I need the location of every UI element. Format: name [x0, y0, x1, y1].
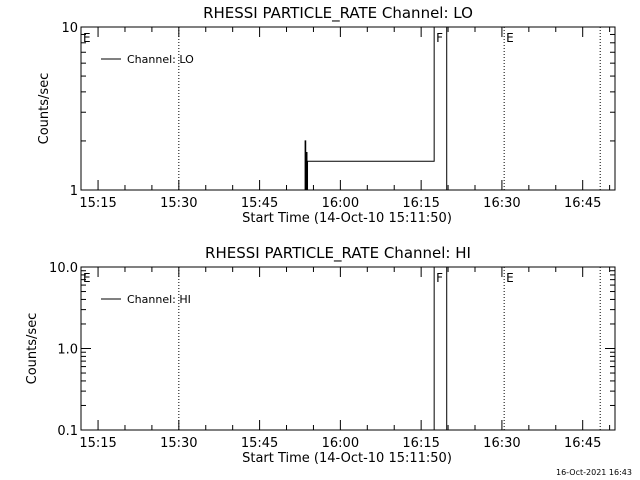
x-tick-label: 15:45 [241, 196, 278, 211]
annotation-e-label: E [83, 271, 91, 285]
x-tick-label: 16:30 [483, 196, 520, 211]
x-tick-label: 15:45 [241, 436, 278, 451]
annotation-f-label: F [436, 271, 443, 285]
chart-panel-2: RHESSI PARTICLE_RATE Channel: HI 15:15 15:… [25, 244, 616, 466]
legend-label: Channel: HI [127, 293, 191, 306]
x-tick-label: 16:45 [564, 196, 601, 211]
chart-panel-1: RHESSI PARTICLE_RATE Channel: LO 15:15 15:… [37, 4, 616, 226]
x-axis-label: Start Time (14-Oct-10 15:11:50) [242, 451, 452, 466]
x-tick-label: 15:15 [79, 436, 116, 451]
x-tick-label: 15:15 [79, 196, 116, 211]
y-tick-label: 1 [70, 184, 78, 199]
x-tick-label: 16:00 [322, 196, 359, 211]
chart-title: RHESSI PARTICLE_RATE Channel: LO [203, 4, 473, 23]
y-tick-label: 10.0 [49, 261, 78, 276]
x-tick-label: 16:30 [483, 436, 520, 451]
annotation-e-label: E [506, 31, 514, 45]
annotation-e-label: E [506, 271, 514, 285]
x-tick-label: 15:30 [160, 196, 197, 211]
annotation-f-label: F [436, 31, 443, 45]
plot-frame [80, 26, 616, 191]
y-axis-label: Counts/sec [25, 313, 40, 385]
x-tick-label: 16:00 [322, 436, 359, 451]
x-tick-label: 16:15 [402, 196, 439, 211]
annotation-e-label: E [83, 31, 91, 45]
x-tick-label: 15:30 [160, 436, 197, 451]
legend-label: Channel: LO [127, 53, 194, 66]
series-line-1 [433, 266, 448, 430]
y-tick-label: 1.0 [57, 343, 78, 358]
series-line-1 [304, 26, 448, 191]
x-tick-label: 16:15 [402, 436, 439, 451]
x-axis-label: Start Time (14-Oct-10 15:11:50) [242, 211, 452, 226]
y-axis-label: Counts/sec [37, 73, 52, 145]
x-tick-label: 16:45 [564, 436, 601, 451]
generated-timestamp: 16-Oct-2021 16:43 [556, 468, 632, 477]
y-tick-label: 10 [61, 21, 78, 36]
plot-frame [80, 266, 616, 431]
chart-title: RHESSI PARTICLE_RATE Channel: HI [205, 244, 471, 263]
y-tick-label: 0.1 [57, 424, 78, 439]
